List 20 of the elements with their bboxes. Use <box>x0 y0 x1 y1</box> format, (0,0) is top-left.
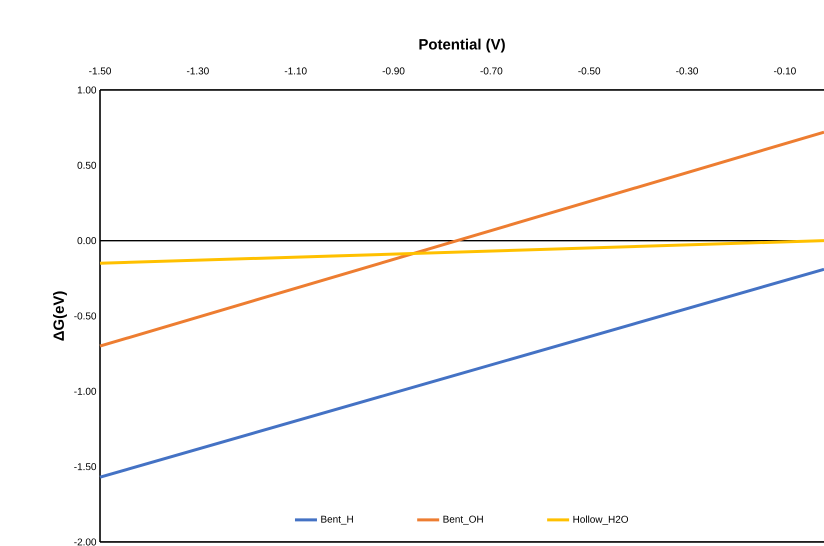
y-tick-label: 0.00 <box>77 237 96 244</box>
legend-label: Bent_OH <box>443 516 483 525</box>
legend-label: Bent_H <box>321 516 353 525</box>
x-tick-label: -1.50 <box>89 67 111 74</box>
y-tick-label: -2.00 <box>74 538 96 546</box>
legend-label: Hollow_H2O <box>573 516 628 525</box>
y-axis-title: ΔG(eV) <box>53 291 67 341</box>
x-tick-label: -0.90 <box>382 67 404 74</box>
y-tick-label: -0.50 <box>74 312 96 320</box>
x-tick-label: -1.10 <box>284 67 307 74</box>
x-tick-label: -1.30 <box>186 67 209 74</box>
y-tick-label: 0.50 <box>77 162 96 169</box>
y-tick-label: -1.00 <box>74 388 96 395</box>
x-tick-label: -0.50 <box>578 67 600 74</box>
y-tick-label: -1.50 <box>74 463 96 470</box>
x-tick-label: -0.70 <box>480 67 502 74</box>
y-tick-label: 1.00 <box>78 86 96 94</box>
x-axis-title: Potential (V) <box>419 38 505 53</box>
x-tick-label: -0.10 <box>774 67 796 74</box>
x-tick-label: -0.30 <box>676 67 698 74</box>
